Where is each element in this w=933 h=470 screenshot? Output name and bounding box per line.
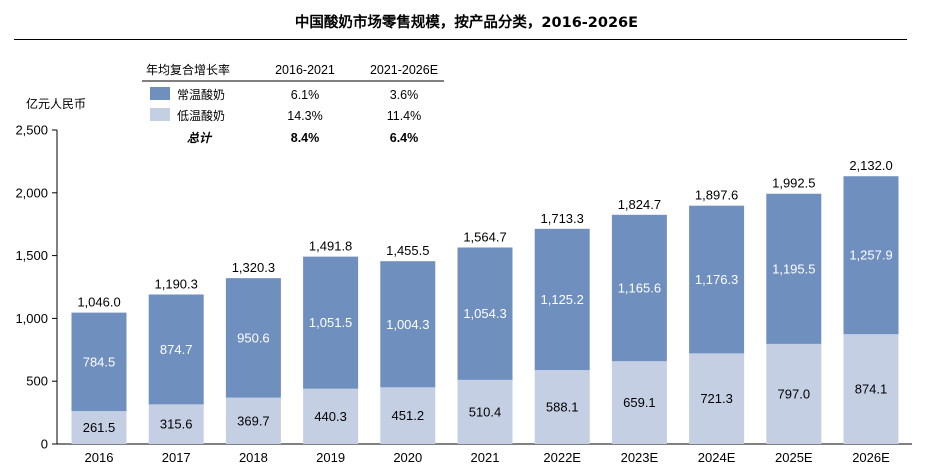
bar-ambient-label: 784.5: [83, 354, 116, 369]
x-tick-label: 2022E: [543, 450, 581, 465]
x-axis-labels: 2016 2017 2018 2019 2020 2021 2022E 2023E 2024E 2…: [85, 450, 891, 465]
bar-ambient-label: 1,165.6: [618, 281, 661, 296]
cagr-value: 6.1%: [291, 88, 320, 102]
x-tick-label: 2026E: [852, 450, 890, 465]
cagr-total-value: 8.4%: [291, 131, 320, 145]
cagr-value: 3.6%: [390, 88, 419, 102]
y-tick-label: 500: [26, 374, 48, 389]
bar-chilled-label: 588.1: [546, 400, 579, 415]
bar-chilled-label: 510.4: [469, 404, 502, 419]
bar-ambient-label: 1,176.3: [695, 272, 738, 287]
bar-ambient: [225, 278, 281, 398]
bar-chilled-label: 261.5: [83, 420, 116, 435]
legend-label: 常温酸奶: [177, 87, 225, 102]
bar-ambient-label: 874.7: [160, 342, 193, 357]
bar-ambient: [611, 214, 667, 362]
bar-total-label: 1,897.6: [695, 188, 738, 203]
cagr-header-period: 2016-2021: [275, 63, 335, 77]
y-tick-label: 1,000: [15, 311, 48, 326]
bar-total-label: 2,132.0: [849, 158, 892, 173]
bar-ambient-label: 1,051.5: [309, 315, 352, 330]
bar-chilled: [457, 379, 513, 444]
bar-ambient-label: 1,054.3: [463, 306, 506, 321]
bar-chilled: [148, 404, 204, 444]
cagr-value: 14.3%: [287, 109, 322, 123]
legend-swatch: [150, 87, 170, 100]
bar-ambient-label: 1,257.9: [849, 248, 892, 263]
bar-total-label: 1,320.3: [232, 260, 275, 275]
bar-ambient: [534, 228, 590, 371]
bar-chilled: [766, 343, 822, 444]
bar-total-label: 1,491.8: [309, 239, 352, 254]
bar-total-label: 1,992.5: [772, 176, 815, 191]
bar-ambient: [689, 205, 745, 354]
bar-ambient: [71, 312, 127, 412]
cagr-total-value: 6.4%: [390, 131, 419, 145]
x-tick-label: 2019: [316, 450, 345, 465]
bar-ambient-label: 950.6: [237, 330, 270, 345]
x-tick-label: 2016: [85, 450, 114, 465]
cagr-total-label: 总计: [187, 131, 213, 145]
y-tick-label: 2,500: [15, 123, 48, 138]
legend-label: 低温酸奶: [177, 108, 225, 123]
bar-total-label: 1,824.7: [618, 197, 661, 212]
bar-ambient: [148, 294, 204, 405]
bar-ambient: [457, 247, 513, 380]
bar-chilled: [71, 411, 127, 444]
bar-chilled-label: 451.2: [392, 408, 425, 423]
bar-ambient-label: 1,004.3: [386, 317, 429, 332]
x-tick-label: 2018: [239, 450, 268, 465]
bar-chilled: [689, 353, 745, 444]
bars: 261.5 784.5 1,046.0 315.6 874.7 1,190.3 369.7 9…: [71, 158, 899, 444]
bar-chilled-label: 874.1: [855, 382, 888, 397]
cagr-header-label: 年均复合增长率: [146, 62, 230, 77]
x-tick-label: 2017: [162, 450, 191, 465]
bar-chilled: [303, 388, 359, 444]
legend-swatch: [150, 108, 170, 121]
bar-chilled-label: 369.7: [237, 413, 270, 428]
y-axis-title: 亿元人民币: [26, 96, 86, 111]
bar-chilled-label: 797.0: [778, 386, 811, 401]
bar-total-label: 1,046.0: [77, 295, 120, 310]
bar-chilled-label: 721.3: [700, 391, 733, 406]
bar-ambient: [766, 193, 822, 344]
cagr-header-period: 2021-2026E: [370, 63, 438, 77]
bar-chilled-label: 440.3: [314, 409, 347, 424]
x-tick-label: 2020: [393, 450, 422, 465]
bar-chilled: [380, 387, 436, 444]
bar-ambient-label: 1,125.2: [541, 292, 584, 307]
bar-ambient-label: 1,195.5: [772, 261, 815, 276]
title-rule: [14, 39, 907, 40]
bar-chilled-label: 315.6: [160, 417, 193, 432]
bar-chilled-label: 659.1: [623, 395, 656, 410]
bar-total-label: 1,455.5: [386, 243, 429, 258]
bar-ambient: [380, 261, 436, 388]
bar-total-label: 1,190.3: [155, 276, 198, 291]
cagr-table: 年均复合增长率 2016-2021 2021-2026E 常温酸奶 6.1% 3.6% 低温…: [142, 62, 444, 145]
cagr-value: 11.4%: [387, 109, 422, 123]
bar-chilled: [534, 370, 590, 444]
bar-chilled: [225, 397, 281, 444]
x-tick-label: 2023E: [621, 450, 659, 465]
bar-ambient: [843, 176, 899, 335]
bar-ambient: [303, 256, 359, 389]
x-tick-label: 2025E: [775, 450, 813, 465]
x-tick-label: 2024E: [698, 450, 736, 465]
bar-chilled: [611, 361, 667, 444]
chart-title: 中国酸奶市场零售规模，按产品分类，2016-2026E: [294, 15, 639, 31]
y-tick-label: 2,000: [15, 185, 48, 200]
bar-total-label: 1,564.7: [463, 229, 506, 244]
bar-total-label: 1,713.3: [541, 211, 584, 226]
y-tick-label: 0: [41, 437, 48, 452]
x-tick-label: 2021: [471, 450, 500, 465]
y-tick-label: 1,500: [15, 248, 48, 263]
bar-chilled: [843, 334, 899, 444]
